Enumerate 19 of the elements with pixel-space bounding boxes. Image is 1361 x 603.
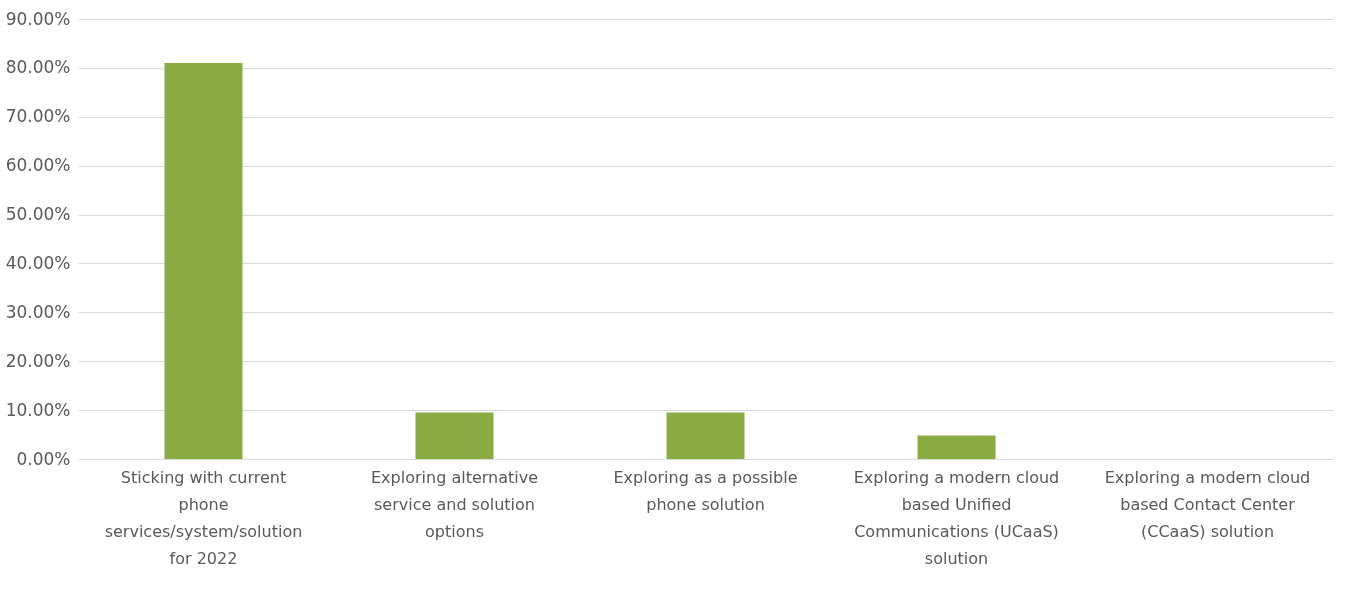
x-tick-label: Exploring a modern cloud based Contact Center (CCaaS) solution <box>1104 467 1311 541</box>
y-tick-label: 80.00% <box>5 57 71 78</box>
x-tick-label: Exploring alternative service and solution options <box>370 467 539 541</box>
x-tick-label: Sticking with current phone services/system/solution for 2022 <box>104 467 303 568</box>
x-tick-label: Exploring a modern cloud based Unified Communications (UCaaS) solution <box>853 467 1060 568</box>
bar <box>917 435 996 459</box>
y-tick-label: 70.00% <box>5 106 71 127</box>
y-tick-label: 60.00% <box>5 155 71 176</box>
y-tick-label: 90.00% <box>5 8 71 29</box>
y-tick-label: 50.00% <box>5 204 71 225</box>
bar <box>415 412 494 459</box>
y-tick-label: 30.00% <box>5 301 71 322</box>
y-tick-label: 40.00% <box>5 252 71 273</box>
x-tick-label: Exploring as a possible phone solution <box>613 467 798 514</box>
bar <box>164 63 243 459</box>
y-tick-label: 10.00% <box>5 399 71 420</box>
bar <box>666 412 745 459</box>
y-tick-label: 0.00% <box>16 448 71 469</box>
y-tick-label: 20.00% <box>5 350 71 371</box>
